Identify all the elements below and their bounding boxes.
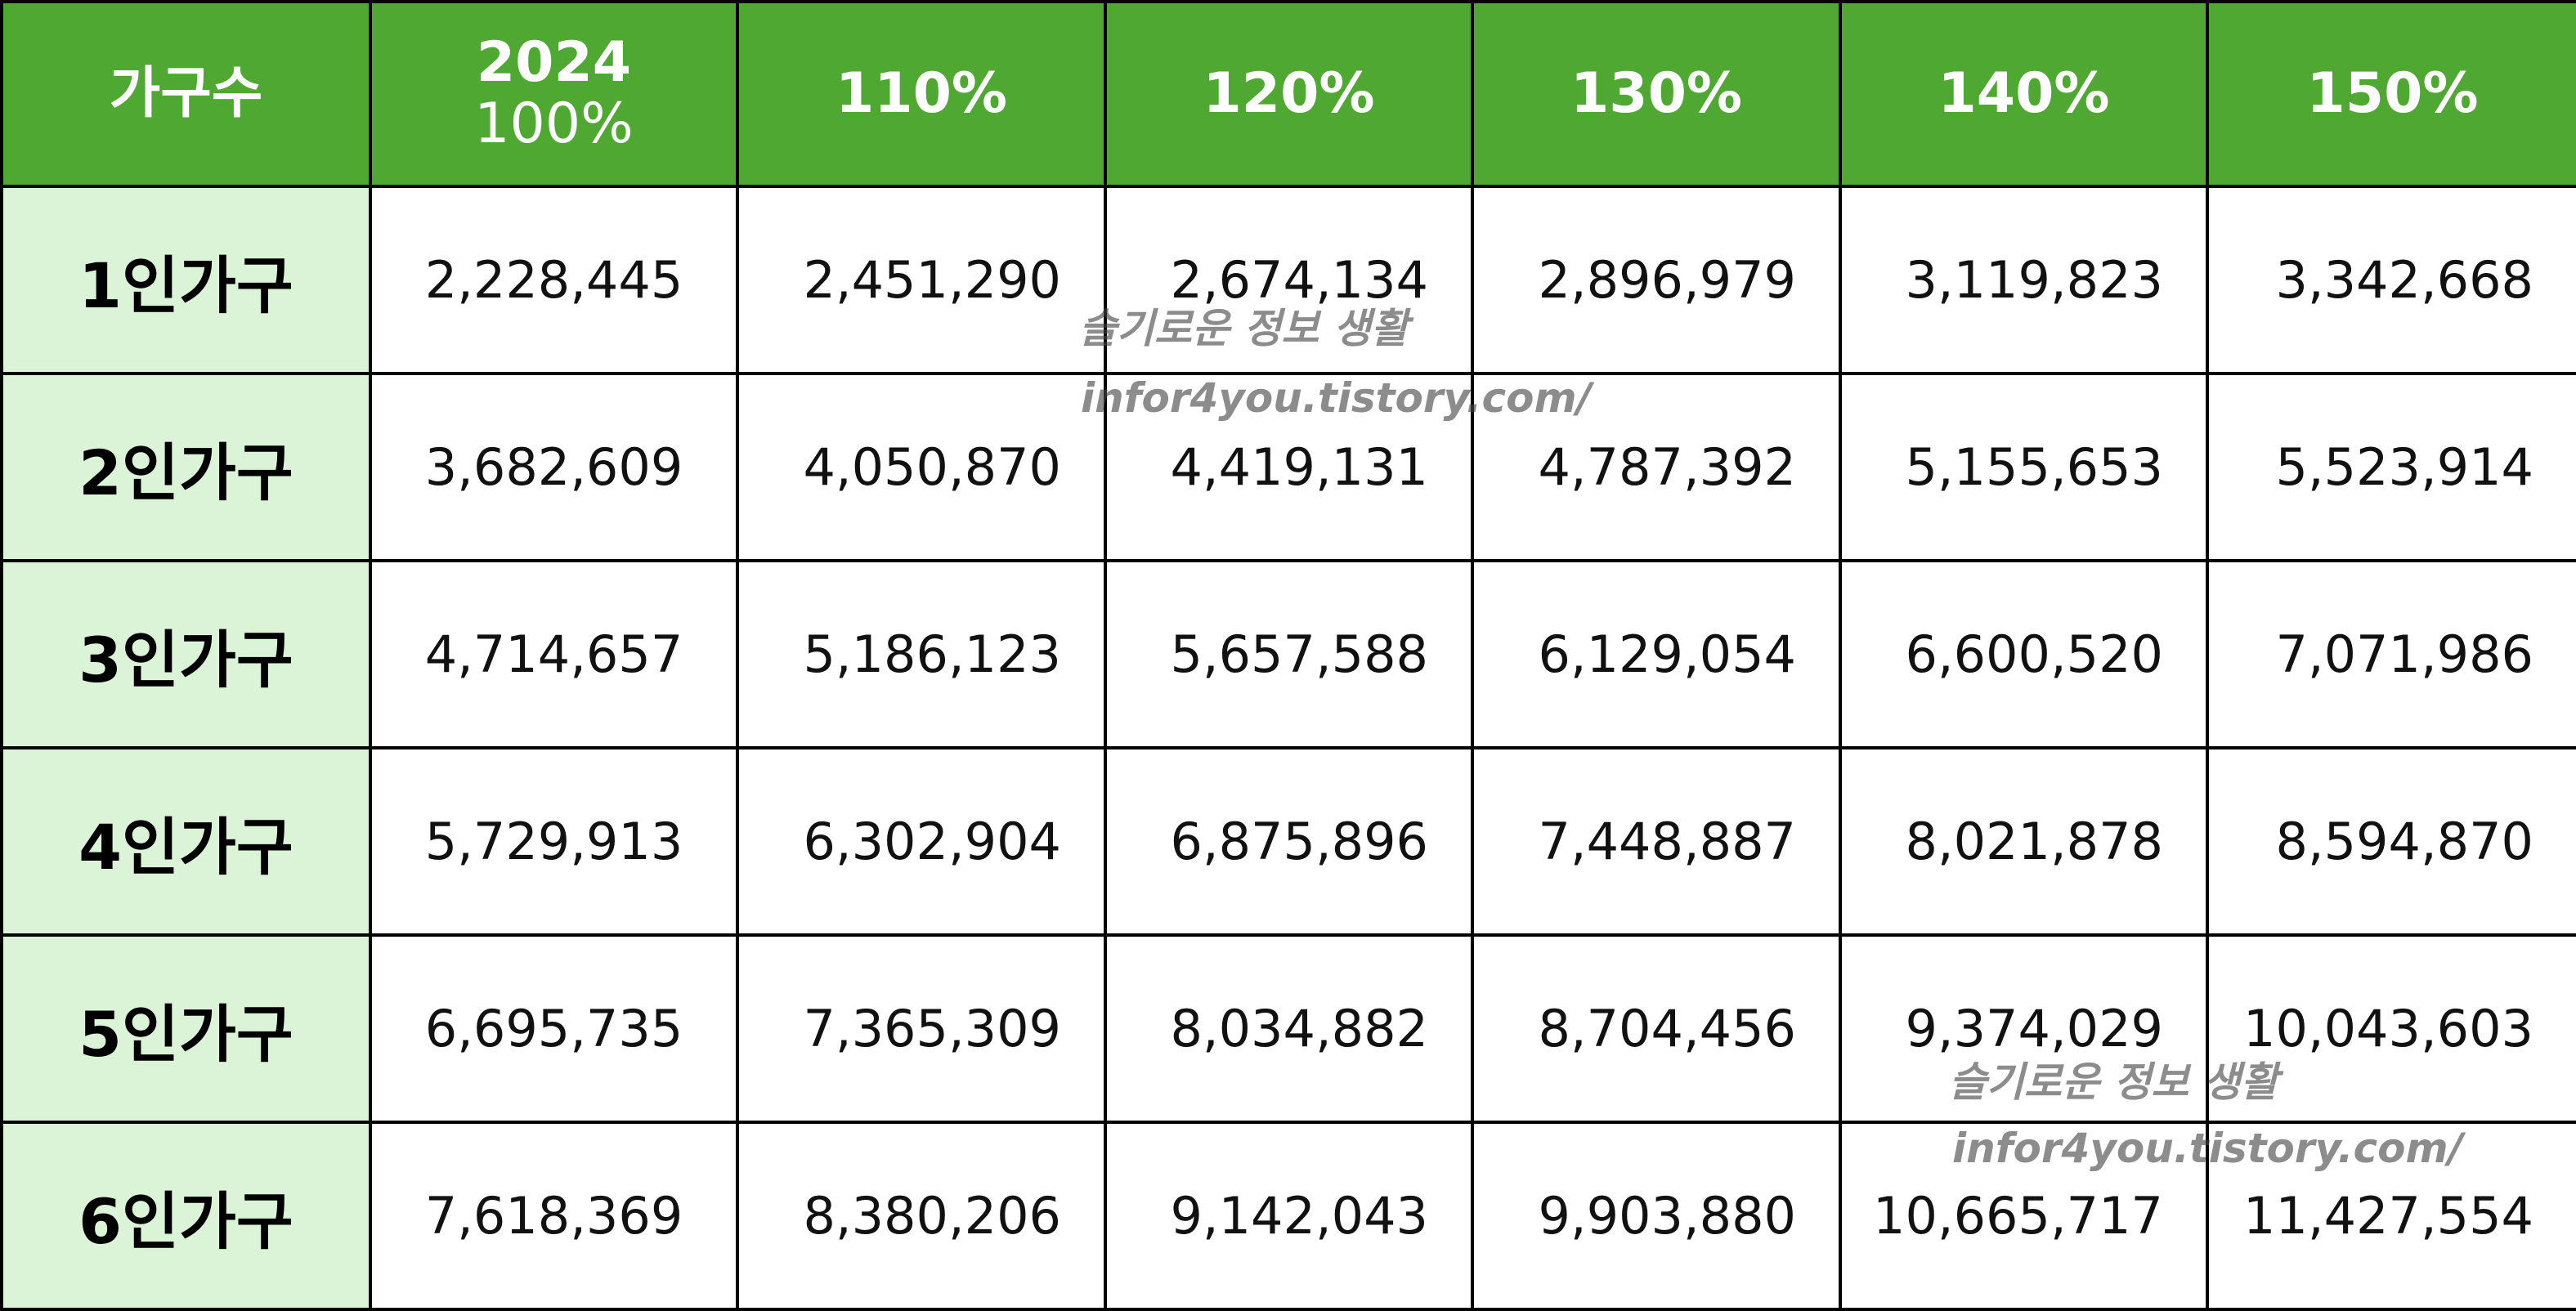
row-label: 2인가구: [0, 372, 372, 562]
header-row: 가구수 2024 100% 110% 120% 130% 140% 150%: [0, 0, 2576, 188]
header-base-pct: 100%: [474, 92, 634, 156]
table-row: 3인가구 4,714,657 5,186,123 5,657,588 6,129…: [0, 559, 2576, 749]
cell-value: 6,302,904: [736, 746, 1107, 937]
cell-value: 4,050,870: [736, 372, 1107, 562]
cell-value: 9,374,029: [1839, 933, 2209, 1124]
table-row: 6인가구 7,618,369 8,380,206 9,142,043 9,903…: [0, 1121, 2576, 1311]
cell-value: 4,419,131: [1104, 372, 1474, 562]
cell-value: 6,875,896: [1104, 746, 1474, 937]
cell-value: 6,129,054: [1471, 559, 1842, 749]
cell-value: 7,071,986: [2206, 559, 2576, 749]
cell-value: 8,594,870: [2206, 746, 2576, 937]
header-2024-100pct: 2024 100%: [369, 0, 739, 188]
header-140pct: 140%: [1839, 0, 2209, 188]
cell-value: 5,155,653: [1839, 372, 2209, 562]
cell-value: 5,657,588: [1104, 559, 1474, 749]
row-label: 4인가구: [0, 746, 372, 937]
table-row: 1인가구 2,228,445 2,451,290 2,674,134 2,896…: [0, 185, 2576, 375]
cell-value: 8,380,206: [736, 1121, 1107, 1311]
cell-value: 8,704,456: [1471, 933, 1842, 1124]
cell-value: 11,427,554: [2206, 1121, 2576, 1311]
cell-value: 2,674,134: [1104, 185, 1474, 375]
table-row: 4인가구 5,729,913 6,302,904 6,875,896 7,448…: [0, 746, 2576, 937]
cell-value: 2,896,979: [1471, 185, 1842, 375]
cell-value: 10,043,603: [2206, 933, 2576, 1124]
cell-value: 3,682,609: [369, 372, 739, 562]
cell-value: 3,342,668: [2206, 185, 2576, 375]
cell-value: 5,729,913: [369, 746, 739, 937]
cell-value: 7,365,309: [736, 933, 1107, 1124]
cell-value: 2,451,290: [736, 185, 1107, 375]
cell-value: 5,523,914: [2206, 372, 2576, 562]
cell-value: 7,618,369: [369, 1121, 739, 1311]
cell-value: 7,448,887: [1471, 746, 1842, 937]
header-150pct: 150%: [2206, 0, 2576, 188]
cell-value: 5,186,123: [736, 559, 1107, 749]
cell-value: 9,903,880: [1471, 1121, 1842, 1311]
header-120pct: 120%: [1104, 0, 1474, 188]
header-130pct: 130%: [1471, 0, 1842, 188]
cell-value: 2,228,445: [369, 185, 739, 375]
cell-value: 6,600,520: [1839, 559, 2209, 749]
table-row: 2인가구 3,682,609 4,050,870 4,419,131 4,787…: [0, 372, 2576, 562]
header-year: 2024: [476, 30, 632, 96]
cell-value: 4,787,392: [1471, 372, 1842, 562]
row-label: 5인가구: [0, 933, 372, 1124]
table-row: 5인가구 6,695,735 7,365,309 8,034,882 8,704…: [0, 933, 2576, 1124]
cell-value: 8,021,878: [1839, 746, 2209, 937]
cell-value: 3,119,823: [1839, 185, 2209, 375]
cell-value: 10,665,717: [1839, 1121, 2209, 1311]
row-label: 3인가구: [0, 559, 372, 749]
row-label: 1인가구: [0, 185, 372, 375]
header-110pct: 110%: [736, 0, 1107, 188]
cell-value: 9,142,043: [1104, 1121, 1474, 1311]
cell-value: 4,714,657: [369, 559, 739, 749]
header-household-count: 가구수: [0, 0, 372, 188]
cell-value: 8,034,882: [1104, 933, 1474, 1124]
row-label: 6인가구: [0, 1121, 372, 1311]
cell-value: 6,695,735: [369, 933, 739, 1124]
